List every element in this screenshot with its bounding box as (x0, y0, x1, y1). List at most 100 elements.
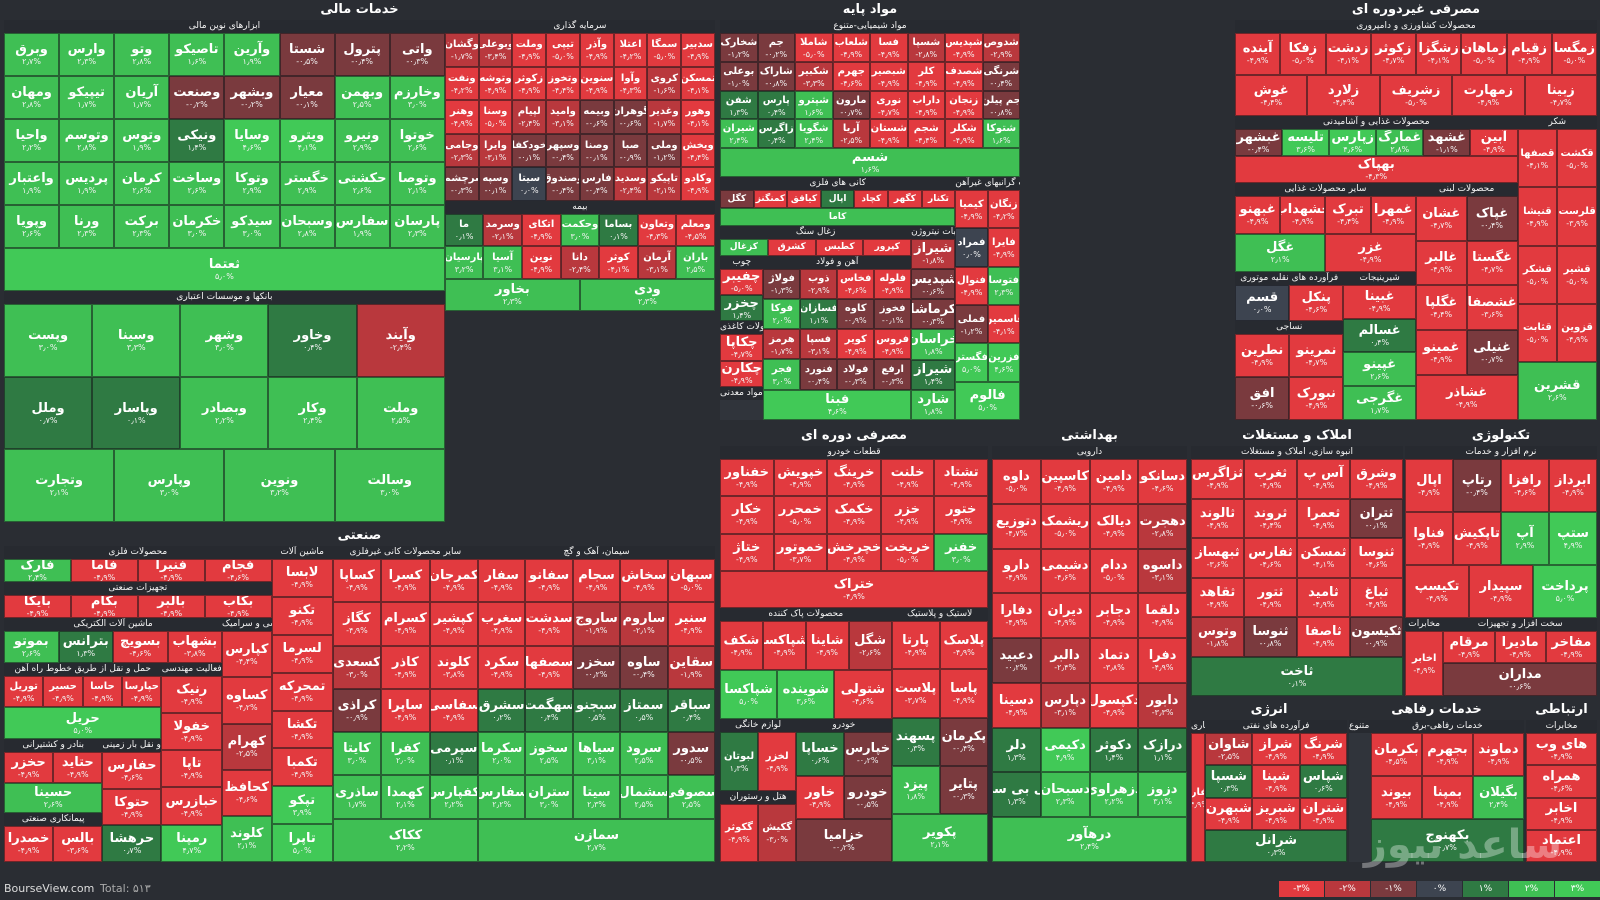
industry-group[interactable]: محصولات فلزی فجام -۴٫۶% فنیرا -۴٫۹% فاما -۴٫۹%… (4, 546, 272, 583)
stock-tile[interactable]: داسوه -۳٫۱% (1138, 548, 1187, 594)
stock-tile[interactable]: ثقاهد -۴٫۹% (1191, 577, 1244, 617)
stock-tile[interactable]: کپارس -۴٫۴% (222, 631, 272, 678)
stock-tile[interactable]: خکمک -۴٫۹% (827, 496, 881, 534)
stock-tile[interactable]: حتوکا -۴٫۹% (102, 788, 162, 826)
stock-tile[interactable]: زبینا -۴٫۷% (1524, 74, 1597, 117)
stock-tile[interactable]: غپاک -۰٫۴% (1466, 195, 1518, 241)
stock-tile[interactable]: فارک ۲٫۴% (4, 559, 71, 583)
stock-tile[interactable]: وملل ۰٫۷% (4, 376, 93, 450)
stock-tile[interactable]: پنکل -۴٫۶% (1289, 284, 1344, 322)
stock-tile[interactable]: فتوسا ۲٫۳% (987, 266, 1020, 306)
stock-tile[interactable]: لابسا -۴٫۹% (271, 559, 333, 597)
stock-tile[interactable]: سیاها ۳٫۱% (572, 732, 621, 776)
industry-group[interactable]: مواد شیمیایی-متنوع شدوص -۲٫۹% شپدیس -۴٫۹% شسپ… (720, 20, 1020, 178)
stock-tile[interactable]: اخابر -۴٫۹% (1405, 630, 1444, 696)
stock-tile[interactable]: زنگان -۴٫۲% (987, 190, 1020, 229)
stock-tile[interactable]: شخارک -۱٫۲% (720, 33, 758, 62)
stock-tile[interactable]: فخاس -۴٫۶% (837, 268, 875, 299)
stock-tile[interactable]: دکوثر ۱٫۴% (1089, 727, 1139, 773)
industry-group[interactable]: سرمایه گذاری سدبیر -۴٫۹% سمگا -۵٫۰% اعتلا -۴٫۲… (444, 20, 715, 201)
stock-tile[interactable]: زنجان -۴٫۹% (945, 90, 983, 120)
stock-tile[interactable]: ثنوسا -۰٫۸% (1244, 617, 1297, 657)
stock-tile[interactable]: شسم ۱٫۶% (720, 148, 1020, 178)
stock-tile[interactable]: خپارس -۰٫۲% (843, 732, 892, 776)
stock-tile[interactable]: سهگمت ۰٫۴% (525, 688, 573, 733)
stock-tile[interactable]: پردیس ۱٫۹% (59, 162, 115, 206)
stock-tile[interactable]: چخزر ۱٫۴% (720, 294, 764, 322)
stock-tile[interactable]: مداران -۰٫۶% (1443, 663, 1597, 696)
stock-tile[interactable]: زاگرس ۰٫۴% (757, 119, 795, 149)
industry-group[interactable]: دارویی دسانکو -۴٫۶% دامین -۴٫۹% کاسپین -۴٫۹% دا… (992, 446, 1187, 862)
stock-tile[interactable]: واتی -۰٫۳% (389, 33, 445, 76)
industry-group[interactable]: پیمانکاری صنعتی بالس -۳٫۶% خصدرا -۴٫۹% (4, 812, 103, 862)
industry-group[interactable]: سخت افزار و تجهیزات مفاخر -۴٫۹% مادیرا -۴٫۹%… (1443, 617, 1597, 696)
stock-tile[interactable]: وشهر ۳٫۰% (180, 304, 269, 377)
stock-tile[interactable]: سفاسی -۴٫۹% (429, 688, 478, 733)
stock-tile[interactable]: شاملا -۵٫۰% (795, 33, 833, 62)
stock-tile[interactable]: آرمان -۳٫۱% (637, 246, 677, 279)
stock-tile[interactable]: کرماشا -۰٫۳% (911, 299, 956, 330)
stock-tile[interactable]: وخاور ۰٫۴% (268, 304, 357, 377)
stock-tile[interactable]: بکرمان -۴٫۵% (1370, 733, 1422, 776)
stock-tile[interactable]: تپکو ۳٫۹% (271, 786, 333, 825)
stock-tile[interactable]: ثمسکن -۴٫۱% (1297, 538, 1350, 578)
stock-tile[interactable]: سبجنو ۰٫۵% (572, 688, 621, 733)
stock-tile[interactable]: باران ۲٫۵% (676, 246, 715, 279)
stock-tile[interactable]: شوینده ۳٫۶% (777, 670, 835, 720)
stock-tile[interactable]: پارتا -۴٫۹% (891, 621, 940, 670)
stock-tile[interactable]: غگل ۲٫۱% (1235, 233, 1326, 272)
stock-tile[interactable]: فلوله -۴٫۹% (874, 268, 912, 299)
stock-tile[interactable]: نبورک -۴٫۹% (1289, 377, 1344, 420)
stock-tile[interactable]: غمینو -۴٫۹% (1415, 330, 1467, 376)
stock-tile[interactable]: قکشت -۵٫۰% (1557, 129, 1597, 188)
stock-tile[interactable]: ونیکی ۱٫۴% (169, 119, 225, 163)
stock-tile[interactable]: کگاز -۴٫۹% (332, 602, 382, 646)
stock-tile[interactable]: شرنگی -۰٫۴% (982, 61, 1020, 91)
stock-tile[interactable]: وصندوق-۰٫۴% (546, 167, 580, 201)
stock-tile[interactable]: فنوال -۴٫۹% (955, 266, 988, 306)
industry-group[interactable]: ابزارهای نوین مالی واتی -۰٫۳% پترول -۰٫۴% شست… (4, 20, 445, 292)
stock-tile[interactable]: وصنعت -۰٫۲% (169, 76, 225, 119)
stock-tile[interactable]: وبیمه -۰٫۶% (579, 100, 614, 134)
stock-tile[interactable]: فاسمین-۴٫۱% (987, 305, 1020, 344)
sector[interactable]: تکنولوژی نرم افزار و خدمات ابرداز -۴٫۹% رافز… (1405, 426, 1597, 696)
stock-tile[interactable]: وبشهر -۰٫۲% (224, 76, 280, 119)
stock-tile[interactable]: وشرق -۴٫۹% (1350, 459, 1403, 499)
stock-tile[interactable]: شتوکا ۱٫۶% (982, 119, 1020, 149)
stock-tile[interactable]: شاراک -۰٫۸% (757, 61, 795, 91)
stock-tile[interactable]: بکهنوج ۰٫۷% (1370, 819, 1524, 862)
stock-tile[interactable]: ختراک -۴٫۹% (720, 571, 988, 609)
stock-tile[interactable]: دتوزیع -۴٫۷% (992, 503, 1041, 549)
stock-tile[interactable]: دانا -۲٫۴% (560, 246, 600, 279)
stock-tile[interactable]: غبینا -۴٫۹% (1343, 284, 1416, 319)
stock-tile[interactable]: زکوثر -۴٫۷% (1370, 33, 1416, 75)
industry-group[interactable]: تجهیزات صنعتی بکاب -۴٫۹% بالبر -۴٫۹% بکام -۴٫۹… (4, 582, 272, 619)
stock-tile[interactable]: شفن ۱٫۳% (720, 90, 758, 120)
stock-tile[interactable]: کراذی -۰٫۹% (332, 688, 382, 733)
stock-tile[interactable]: کگل-۰٫۴% (720, 190, 754, 208)
stock-tile[interactable]: سصفها -۴٫۹% (525, 645, 573, 689)
stock-tile[interactable]: صبا -۰٫۹% (613, 133, 648, 168)
stock-tile[interactable]: بموتو ۲٫۶% (4, 631, 59, 663)
industry-group[interactable]: انبوه سازی، املاک و مستغلات وشرق -۴٫۹% آس پ… (1191, 446, 1403, 696)
stock-tile[interactable]: سفارس ۱٫۹% (334, 205, 390, 249)
stock-tile[interactable]: ثاصفا -۴٫۹% (1297, 617, 1350, 657)
stock-tile[interactable]: وحکمت ۳٫۰% (560, 213, 600, 247)
stock-tile[interactable]: فولاژ -۱٫۳% (763, 268, 801, 299)
industry-group[interactable]: چوب چفیبر -۵٫۰% چخزر ۱٫۴% (720, 255, 764, 322)
stock-tile[interactable]: سفارس ۲٫۲% (478, 775, 526, 819)
stock-tile[interactable]: وسالت ۳٫۰% (334, 449, 445, 522)
stock-tile[interactable]: افق -۰٫۶% (1235, 377, 1290, 420)
stock-tile[interactable]: تکنو -۴٫۹% (271, 596, 333, 635)
stock-tile[interactable]: خصدرا -۴٫۹% (4, 825, 54, 862)
stock-tile[interactable]: رتاپ -۰٫۴% (1453, 459, 1501, 512)
stock-tile[interactable]: شیراز ۱٫۴% (911, 359, 956, 390)
stock-tile[interactable]: مرقام -۴٫۹% (1443, 630, 1495, 664)
stock-tile[interactable]: خاور -۴٫۹% (796, 775, 844, 819)
stock-tile[interactable]: شتران -۴٫۹% (1299, 797, 1347, 830)
stock-tile[interactable]: تیپی -۵٫۰% (546, 33, 580, 67)
stock-tile[interactable]: چکاپا -۴٫۷% (720, 334, 764, 361)
industry-group[interactable]: بانکها و موسسات اعتباری وآیند -۲٫۴% وخاور ۰٫… (4, 291, 445, 522)
stock-tile[interactable]: سرچشمه-۰٫۳% (444, 167, 479, 201)
stock-tile[interactable]: بکاب -۴٫۹% (204, 595, 272, 619)
